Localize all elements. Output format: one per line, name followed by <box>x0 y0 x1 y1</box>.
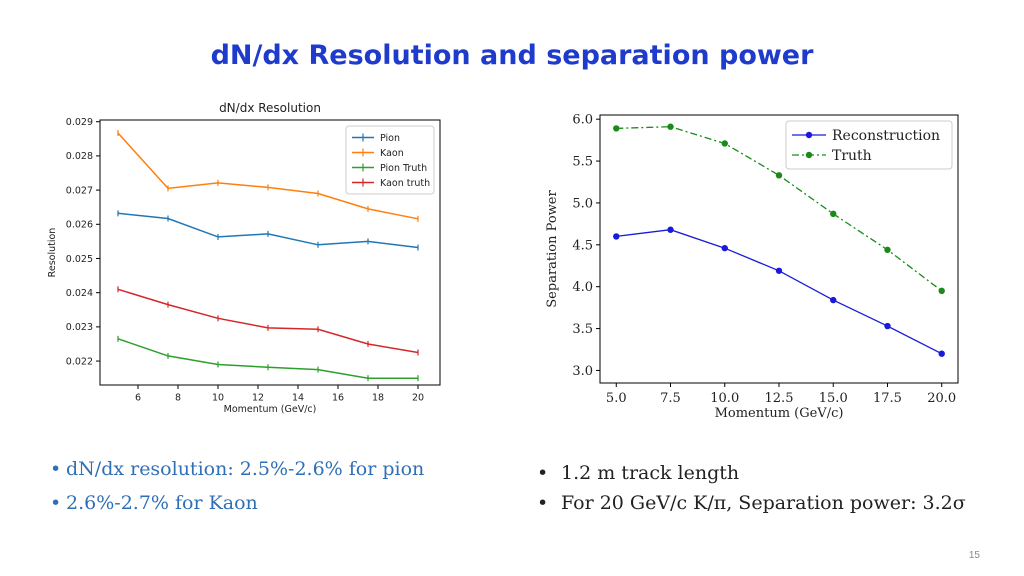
legend-marker <box>805 151 813 159</box>
resolution-chart: dN/dx Resolution 6 8 10 12 14 16 18 20 0.022 0.023… <box>47 101 441 415</box>
series-line-0 <box>616 229 942 355</box>
y-tick-label: 5.5 <box>572 155 593 170</box>
y-tick-label: 3.0 <box>572 364 593 379</box>
plot-frame <box>99 119 441 386</box>
bullet-list-right: 1.2 m track length For 20 GeV/c K/π, Sep… <box>535 458 995 518</box>
y-axis-label: Separation Power <box>545 190 560 308</box>
data-point <box>721 140 728 147</box>
slide-title: dN/dx Resolution and separation power <box>210 40 814 71</box>
legend-label: Truth <box>832 148 872 164</box>
y-tick-label: 3.5 <box>572 322 593 337</box>
y-tick-label: 0.028 <box>66 151 93 162</box>
page-number: 15 <box>968 550 980 561</box>
x-tick-label: 5.0 <box>606 391 627 406</box>
data-point <box>938 350 945 357</box>
y-tick-label: 0.027 <box>66 185 93 196</box>
x-tick-label: 20.0 <box>927 391 956 406</box>
y-axis-label: Resolution <box>47 228 58 278</box>
y-tick-label: 4.5 <box>572 238 593 253</box>
data-point <box>938 287 945 295</box>
bullet-track-length: 1.2 m track length <box>535 458 995 488</box>
x-tick-label: 16 <box>332 393 344 404</box>
series-line-0 <box>117 212 419 249</box>
legend-label: Kaon <box>380 148 404 159</box>
y-tick-label: 0.029 <box>66 117 93 128</box>
legend-label: Pion <box>380 133 400 144</box>
data-point <box>667 226 674 233</box>
x-axis-label: Momentum (GeV/c) <box>715 406 844 421</box>
y-tick-label: 0.024 <box>66 288 93 299</box>
x-tick-label: 20 <box>412 393 424 404</box>
x-tick-label: 8 <box>175 393 181 404</box>
x-tick-label: 10.0 <box>710 391 739 406</box>
legend-label: Kaon truth <box>380 178 430 189</box>
bullet-pion-resolution: dN/dx resolution: 2.5%-2.6% for pion <box>50 455 470 483</box>
bullet-separation-power: For 20 GeV/c K/π, Separation power: 3.2σ <box>535 488 995 518</box>
bullet-list-left: dN/dx resolution: 2.5%-2.6% for pion 2.6… <box>50 455 470 523</box>
data-point <box>775 267 783 274</box>
y-tick-label: 0.022 <box>66 356 93 367</box>
x-tick-label: 6 <box>135 393 141 404</box>
y-tick-label: 6.0 <box>572 113 593 128</box>
x-tick-label: 14 <box>292 393 304 404</box>
x-tick-label: 7.5 <box>660 391 681 406</box>
data-point <box>775 172 783 179</box>
bullet-kaon-resolution: 2.6%-2.7% for Kaon <box>50 489 470 517</box>
legend-box <box>345 125 435 195</box>
x-axis-label: Momentum (GeV/c) <box>224 404 317 415</box>
x-tick-label: 12.5 <box>765 391 794 406</box>
legend-label: Reconstruction <box>832 128 940 144</box>
y-tick-label: 5.0 <box>572 196 593 211</box>
y-tick-label: 0.026 <box>66 220 93 231</box>
data-point <box>830 296 837 304</box>
y-tick-label: 0.025 <box>66 254 93 265</box>
legend-label: Pion Truth <box>380 163 427 174</box>
legend-box <box>785 120 953 170</box>
x-tick-label: 17.5 <box>873 391 902 406</box>
data-point <box>721 244 728 252</box>
x-tick-label: 10 <box>212 393 224 404</box>
legend-marker <box>805 131 813 139</box>
y-tick-label: 4.0 <box>572 280 593 295</box>
x-tick-label: 12 <box>252 393 264 404</box>
series-line-3 <box>117 288 419 354</box>
data-point <box>667 123 674 130</box>
data-point <box>830 210 837 218</box>
y-tick-label: 0.023 <box>66 322 93 333</box>
x-tick-label: 15.0 <box>819 391 848 406</box>
data-point <box>884 246 891 254</box>
data-point <box>613 233 620 240</box>
data-point <box>884 322 891 330</box>
separation-power-chart: 5.0 7.5 10.0 12.5 15.0 17.5 20.0 3.0 3.5 4.0 4.5 5.… <box>545 113 959 421</box>
chart-title: dN/dx Resolution <box>219 101 321 115</box>
data-point <box>613 125 620 132</box>
x-tick-label: 18 <box>372 393 384 404</box>
